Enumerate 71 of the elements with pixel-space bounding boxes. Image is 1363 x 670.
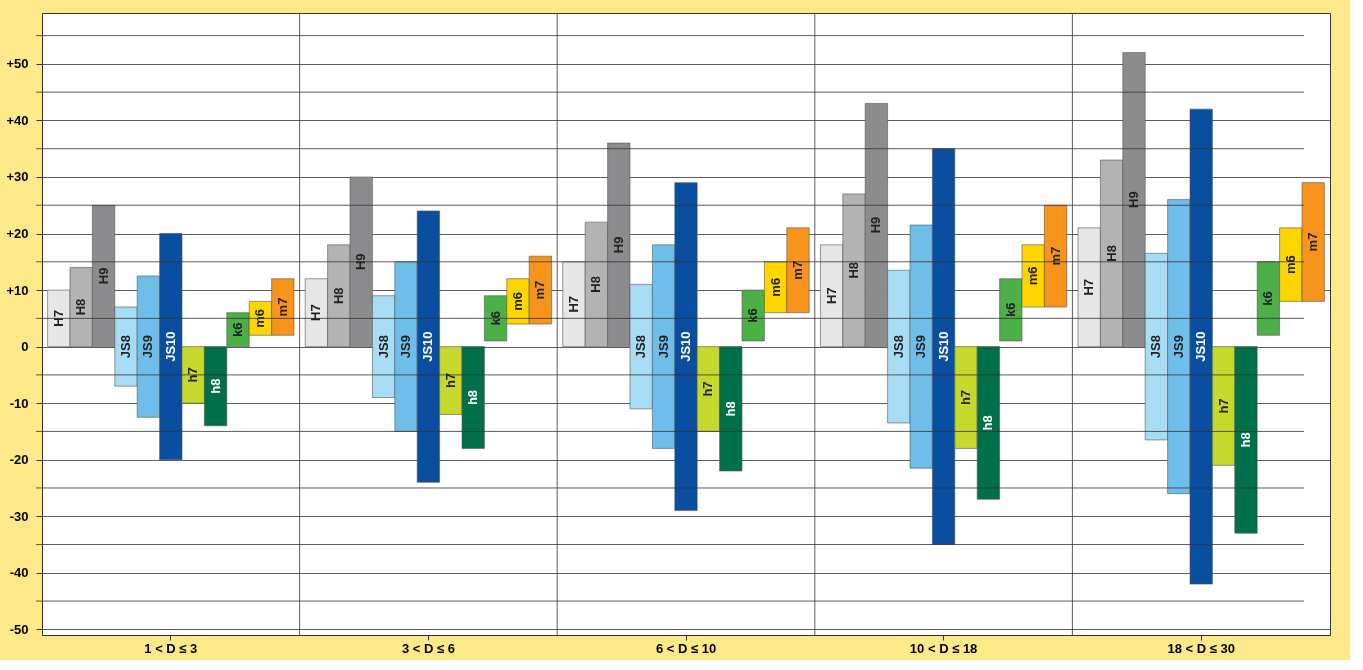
text: JS9 (655, 335, 671, 359)
y-tick-label: -50 (9, 621, 29, 637)
y-tick-label: -30 (9, 508, 29, 524)
y-tick-label: -20 (9, 452, 29, 468)
text: k6 (230, 322, 245, 337)
x-tick-label: 3 < D ≤ 6 (401, 640, 455, 656)
text: H7 (50, 310, 66, 327)
text: m6 (767, 277, 783, 297)
series-label: m6 (510, 291, 525, 311)
x-tick-label: 10 < D ≤ 18 (909, 640, 978, 656)
text: h8 (980, 415, 996, 431)
text: JS10 (162, 331, 178, 362)
text: JS8 (1148, 335, 1164, 359)
text: h8 (207, 378, 223, 394)
text: H8 (846, 261, 861, 279)
text: H9 (1126, 191, 1141, 208)
x-tick-label: 6 < D ≤ 10 (655, 640, 717, 656)
text: k6 (487, 311, 503, 326)
text: m6 (252, 308, 268, 328)
text: H8 (330, 287, 346, 305)
text: k6 (1260, 291, 1276, 306)
text: k6 (745, 308, 761, 323)
text: JS10 (935, 331, 951, 362)
text: H9 (95, 267, 111, 285)
y-tick-label: +50 (6, 56, 29, 72)
text: H7 (566, 295, 581, 313)
text: m7 (1305, 232, 1321, 252)
text: H9 (868, 216, 884, 234)
series-label: JS10 (420, 331, 436, 362)
text: H9 (353, 253, 369, 271)
text: JS10 (1193, 331, 1209, 362)
text: JS9 (913, 335, 929, 359)
text: h8 (465, 389, 481, 406)
series-label: h8 (722, 401, 738, 417)
y-tick-label: -10 (9, 395, 29, 411)
text: JS9 (1170, 335, 1186, 359)
text: h7 (185, 367, 201, 383)
series-label: H8 (1103, 245, 1119, 262)
series-label: H9 (610, 236, 626, 254)
text: H7 (823, 287, 839, 305)
y-tick-label: +20 (6, 226, 29, 242)
y-tick-label: +10 (6, 282, 29, 298)
series-label: h7 (1215, 398, 1231, 414)
text: JS8 (118, 335, 133, 359)
text: h8 (1238, 432, 1253, 448)
text: m7 (274, 297, 290, 317)
series-label: JS8 (890, 335, 906, 359)
text: JS10 (678, 331, 693, 362)
text: h7 (442, 372, 458, 389)
text: JS9 (140, 335, 156, 359)
y-tick-label: +30 (6, 169, 29, 185)
text: H8 (73, 298, 89, 316)
x-tick-label: 1 < D ≤ 3 (144, 640, 198, 656)
y-tick-label: 0 (21, 339, 29, 355)
series-label: m7 (1047, 246, 1063, 266)
text: m7 (790, 260, 805, 280)
y-tick-label: +40 (6, 112, 29, 128)
text: H8 (588, 276, 604, 293)
text: H7 (1081, 278, 1097, 296)
series-label: JS9 (398, 335, 413, 359)
series-label: H7 (308, 304, 324, 321)
text: JS8 (375, 335, 391, 359)
text: JS8 (633, 335, 649, 359)
text: h7 (700, 381, 716, 397)
y-tick-label: -40 (9, 565, 29, 581)
series-label: k6 (1002, 302, 1018, 318)
text: m6 (1282, 255, 1298, 275)
x-tick-label: 18 < D ≤ 30 (1167, 640, 1235, 656)
text: m7 (532, 280, 548, 300)
text: m6 (1025, 266, 1041, 286)
text: h7 (958, 389, 973, 406)
